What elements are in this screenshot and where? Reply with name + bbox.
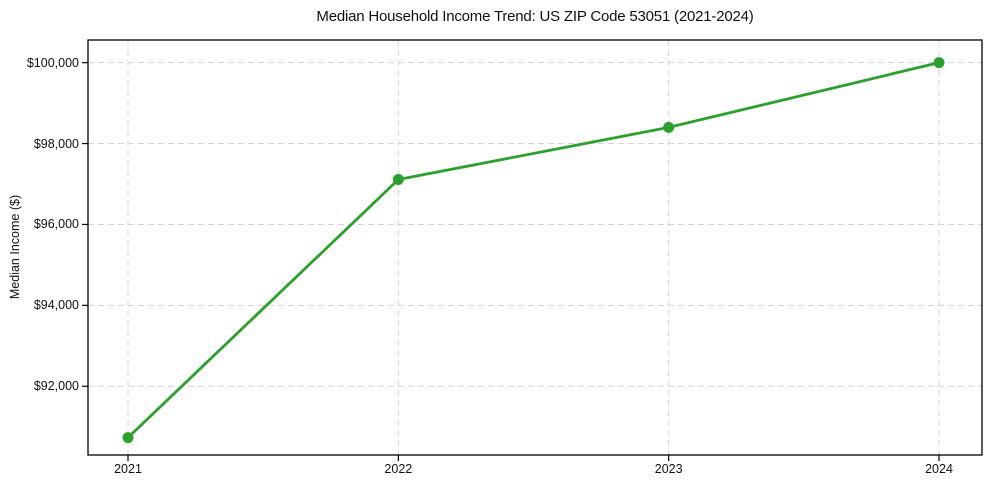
y-tick-label: $98,000: [33, 136, 79, 151]
income-trend-line: [126, 61, 941, 440]
chart-title: Median Household Income Trend: US ZIP Co…: [316, 8, 754, 25]
y-tick-label: $94,000: [33, 298, 79, 313]
y-tick-label: $100,000: [26, 55, 79, 70]
y-tick-label: $92,000: [33, 379, 79, 394]
x-tick-label: 2022: [384, 462, 413, 476]
data-point-marker: [392, 174, 404, 186]
x-tick-label: 2023: [654, 462, 683, 476]
plot-border: [87, 39, 983, 456]
x-tick-label: 2021: [114, 462, 142, 476]
x-tick-label: 2024: [925, 462, 953, 476]
y-axis-label: Median Income ($): [8, 194, 22, 300]
data-point-marker: [122, 432, 134, 444]
data-point-marker: [663, 121, 675, 133]
y-tick-label: $96,000: [33, 217, 79, 232]
data-point-marker: [933, 57, 945, 69]
